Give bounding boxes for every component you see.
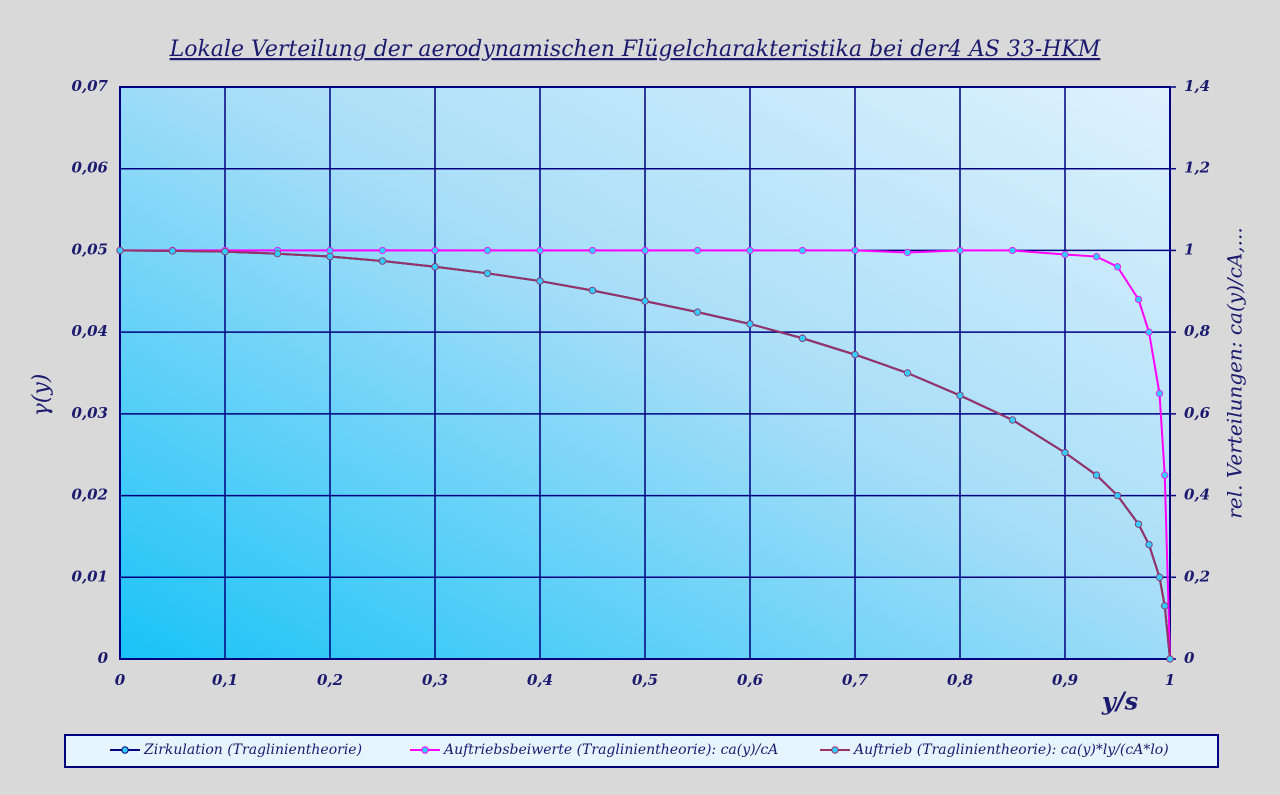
data-point (1161, 602, 1169, 610)
data-point (903, 369, 912, 377)
data-point (1155, 573, 1164, 581)
data-point (1134, 295, 1143, 304)
data-point (536, 277, 544, 285)
x-axis-label: y/s (1101, 687, 1139, 716)
y-tick-label: 0,06 (71, 159, 108, 177)
data-point (956, 246, 964, 255)
y2-axis-label: rel. Verteilungen: ca(y)/cA,... (1223, 227, 1247, 518)
data-point (1092, 252, 1101, 261)
data-point (116, 246, 124, 255)
y-axis-label: γ(y) (29, 374, 54, 417)
data-point (483, 269, 492, 277)
y2-tick-label: 1,4 (1184, 77, 1210, 95)
data-point (431, 246, 439, 255)
x-tick-label: 1 (1165, 671, 1175, 689)
data-point (1092, 471, 1101, 479)
data-point (221, 248, 229, 256)
data-point (746, 320, 754, 328)
data-point (483, 246, 492, 255)
y2-tick-label: 0,2 (1184, 567, 1210, 585)
x-tick-label: 0,6 (737, 671, 764, 689)
data-point (1113, 263, 1122, 271)
data-point (431, 263, 439, 271)
data-point (851, 246, 859, 255)
data-point (746, 246, 754, 255)
data-point (378, 257, 387, 265)
data-point (903, 248, 912, 257)
data-point (1145, 328, 1153, 336)
legend-label: Zirkulation (Traglinientheorie) (143, 742, 362, 758)
data-point (1113, 491, 1122, 500)
y2-tick-label: 0,6 (1184, 404, 1211, 422)
data-point (1008, 416, 1017, 424)
chart-title: Lokale Verteilung der aerodynamischen Fl… (169, 37, 1101, 62)
data-point (326, 252, 334, 261)
series-line (120, 249, 1171, 660)
y-tick-label: 0,04 (71, 322, 108, 340)
data-point (1008, 246, 1017, 255)
data-point (1061, 250, 1069, 259)
x-tick-label: 0,7 (842, 671, 869, 689)
y-tick-label: 0,02 (71, 486, 108, 504)
y2-tick-label: 1,2 (1184, 159, 1210, 177)
y2-tick-label: 0,4 (1184, 486, 1210, 504)
data-point (588, 286, 597, 295)
legend-marker (121, 746, 129, 754)
y2-tick-label: 0,8 (1184, 322, 1211, 340)
legend-marker (421, 746, 429, 754)
y-tick-label: 0 (98, 649, 109, 667)
legend-label: Auftrieb (Traglinientheorie): ca(y)*ly/(… (852, 742, 1169, 758)
x-tick-label: 0,4 (527, 671, 553, 689)
data-point (1061, 449, 1069, 457)
data-point (168, 247, 177, 255)
data-point (378, 246, 387, 255)
y-tick-label: 0,03 (71, 404, 108, 422)
y-tick-label: 0,01 (71, 567, 108, 585)
x-tick-label: 0,1 (212, 671, 238, 689)
data-point (1155, 389, 1164, 398)
y2-tick-label: 0 (1184, 649, 1195, 667)
x-tick-label: 0,2 (317, 671, 343, 689)
data-point (1134, 520, 1143, 528)
legend (64, 734, 1219, 768)
data-point (798, 334, 807, 342)
data-point (693, 308, 702, 316)
data-point (536, 246, 544, 255)
data-point (641, 246, 649, 255)
series-line (119, 249, 1171, 660)
data-point (1145, 540, 1153, 549)
x-tick-label: 0,9 (1052, 671, 1079, 689)
data-point (1161, 471, 1169, 479)
data-point (641, 297, 649, 305)
x-tick-label: 0,3 (422, 671, 448, 689)
data-point (326, 246, 334, 255)
x-tick-label: 0,5 (632, 671, 658, 689)
data-point (273, 250, 282, 258)
plot-border (119, 86, 1171, 660)
y-tick-label: 0,07 (71, 77, 108, 95)
data-point (693, 246, 702, 255)
y-tick-label: 0,05 (71, 240, 108, 258)
data-point (588, 246, 597, 255)
legend-marker (831, 746, 839, 754)
data-point (1166, 655, 1174, 663)
data-point (851, 351, 859, 359)
x-tick-label: 0,8 (947, 671, 974, 689)
x-tick-label: 0 (115, 671, 126, 689)
data-point (956, 391, 964, 400)
y2-tick-label: 1 (1184, 240, 1194, 258)
legend-label: Auftriebsbeiwerte (Traglinientheorie): c… (442, 742, 778, 758)
data-point (798, 246, 807, 255)
